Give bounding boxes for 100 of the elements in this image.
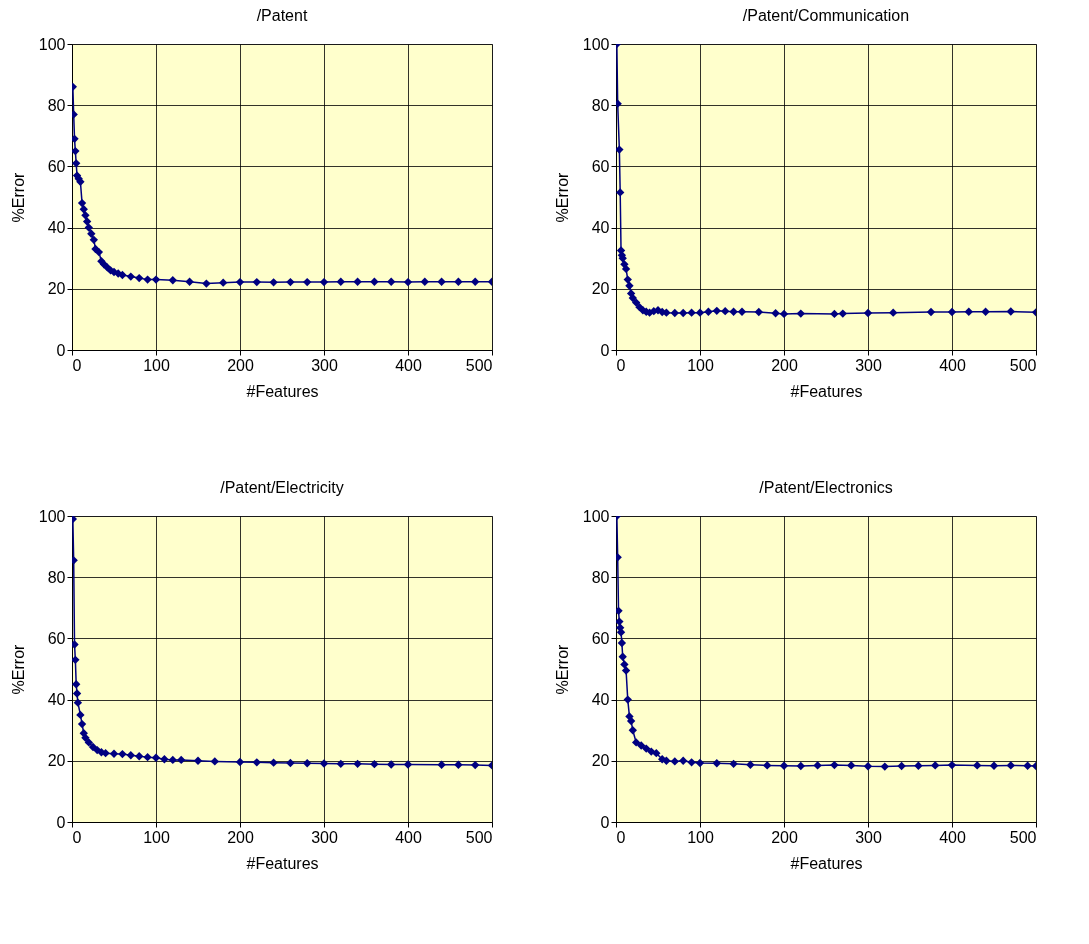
point xyxy=(72,655,80,664)
y-tick-label: 20 xyxy=(591,280,610,298)
point xyxy=(670,308,679,318)
y-tick-label: 100 xyxy=(582,507,610,525)
point xyxy=(72,680,81,689)
x-tick-label: 0 xyxy=(616,356,626,374)
point xyxy=(620,660,629,669)
point xyxy=(319,759,329,768)
x-axis-title: #Features xyxy=(246,854,319,872)
point xyxy=(202,279,211,288)
point xyxy=(1023,761,1032,770)
point xyxy=(618,652,627,661)
y-tick-label: 40 xyxy=(47,691,66,709)
point xyxy=(286,277,295,287)
point xyxy=(454,760,463,769)
x-tick-label: 300 xyxy=(855,828,882,846)
y-tick-label: 40 xyxy=(591,691,610,709)
x-tick-label: 100 xyxy=(143,828,170,846)
point xyxy=(626,716,636,726)
point xyxy=(353,277,362,286)
chart-title: /Patent/Communication xyxy=(742,7,910,24)
y-tick-label: 60 xyxy=(47,629,66,647)
point xyxy=(72,146,80,156)
x-tick-label: 400 xyxy=(395,828,422,846)
point xyxy=(76,710,85,720)
point xyxy=(813,761,822,770)
point xyxy=(679,308,688,318)
point xyxy=(168,755,177,765)
point xyxy=(623,695,632,704)
point xyxy=(88,742,98,752)
point xyxy=(721,306,730,316)
point xyxy=(947,307,957,317)
point xyxy=(126,751,135,760)
y-tick-label: 60 xyxy=(47,157,66,175)
point xyxy=(1006,761,1015,770)
point xyxy=(687,758,696,767)
point xyxy=(403,760,413,769)
x-tick-label: 500 xyxy=(1009,828,1037,846)
point xyxy=(652,748,661,758)
point xyxy=(193,756,203,765)
point xyxy=(454,277,463,286)
point xyxy=(126,272,135,281)
point xyxy=(687,308,696,317)
y-axis-title: %Error xyxy=(9,171,27,223)
x-tick-label: 400 xyxy=(939,828,966,846)
point xyxy=(926,307,936,317)
x-tick-label: 500 xyxy=(465,828,493,846)
point xyxy=(286,758,295,768)
point xyxy=(737,307,747,316)
x-tick-label: 200 xyxy=(227,828,254,846)
point xyxy=(889,308,898,317)
y-tick-label: 80 xyxy=(591,96,610,114)
point xyxy=(746,760,755,769)
point xyxy=(219,278,228,287)
point xyxy=(77,198,87,208)
point xyxy=(81,211,90,220)
chart-title: /Patent xyxy=(256,7,308,24)
x-tick-label: 0 xyxy=(616,828,626,846)
point xyxy=(914,761,923,770)
point xyxy=(1006,307,1015,316)
point xyxy=(947,760,957,770)
x-axis-title: #Features xyxy=(246,382,319,400)
x-tick-label: 300 xyxy=(311,828,338,846)
point xyxy=(185,277,194,286)
point xyxy=(235,757,245,767)
point xyxy=(729,307,738,316)
point xyxy=(336,277,345,286)
point xyxy=(616,606,623,616)
point xyxy=(387,760,396,769)
point xyxy=(779,761,789,770)
x-tick-label: 300 xyxy=(311,356,338,374)
x-tick-label: 500 xyxy=(465,356,493,374)
y-tick-label: 60 xyxy=(591,157,610,175)
point xyxy=(796,309,805,318)
point xyxy=(252,277,261,287)
point xyxy=(269,758,278,767)
y-axis-title: %Error xyxy=(553,171,571,223)
point xyxy=(897,761,906,771)
point xyxy=(830,760,839,770)
y-tick-label: 0 xyxy=(600,341,610,359)
point xyxy=(754,307,763,317)
y-tick-label: 40 xyxy=(47,219,66,237)
y-tick-label: 0 xyxy=(600,813,610,831)
point xyxy=(471,760,480,770)
x-tick-label: 300 xyxy=(855,356,882,374)
point xyxy=(89,235,99,245)
point xyxy=(779,309,789,319)
point xyxy=(177,755,186,765)
point xyxy=(704,307,713,316)
x-tick-label: 0 xyxy=(72,356,82,374)
point xyxy=(729,759,738,769)
point xyxy=(118,270,127,280)
point xyxy=(712,306,721,316)
x-tick-label: 400 xyxy=(939,356,966,374)
point xyxy=(387,277,396,286)
chart-title: /Patent/Electricity xyxy=(220,479,344,496)
point xyxy=(712,759,721,768)
x-axis-title: #Features xyxy=(790,854,863,872)
point xyxy=(981,307,990,316)
point xyxy=(623,275,632,284)
